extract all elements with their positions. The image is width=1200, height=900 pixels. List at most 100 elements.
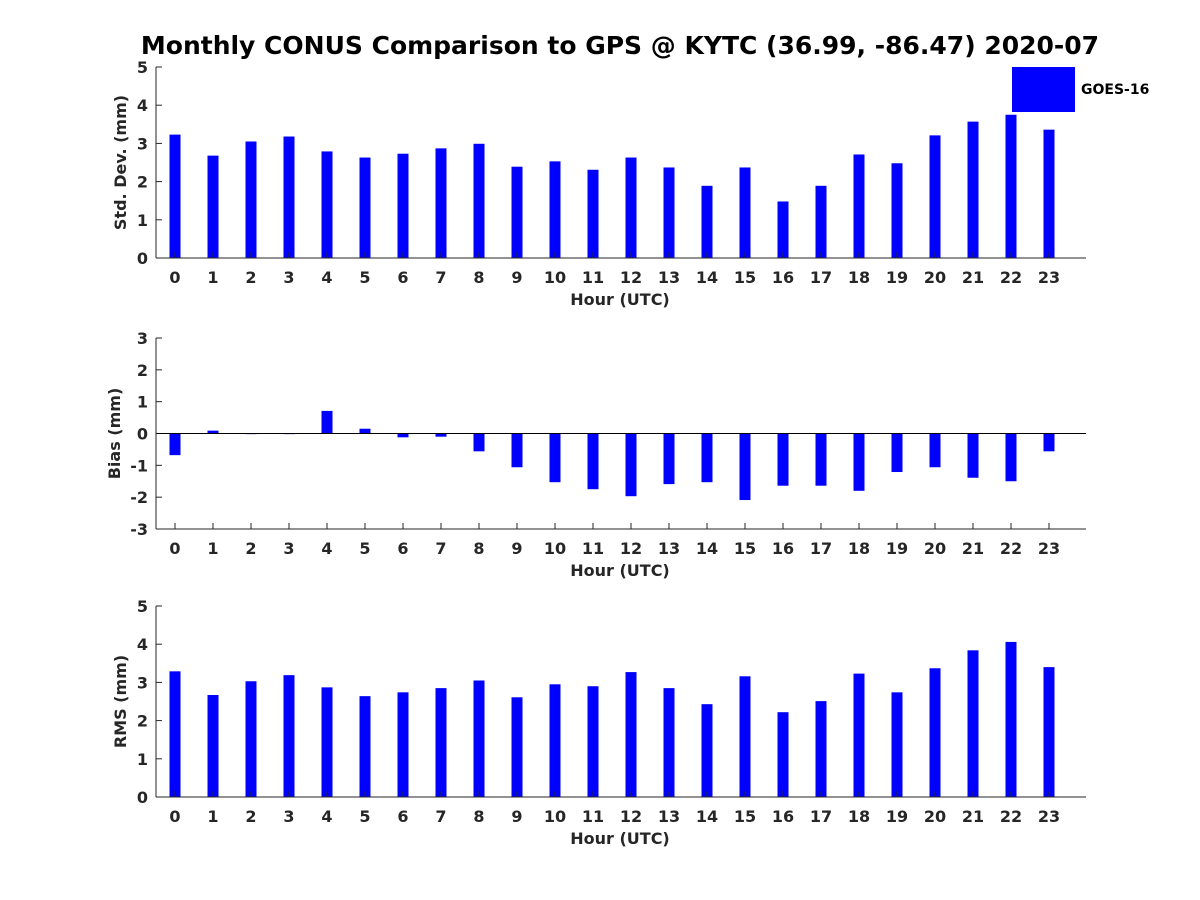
x-tick-label: 13 xyxy=(658,268,680,287)
bar xyxy=(1005,433,1017,482)
x-tick-label: 17 xyxy=(810,268,832,287)
bar xyxy=(473,433,485,452)
y-axis-label: RMS (mm) xyxy=(111,655,130,748)
y-tick-label: 3 xyxy=(137,673,148,692)
x-tick-label: 10 xyxy=(544,807,566,826)
bar xyxy=(169,134,181,258)
x-tick-label: 14 xyxy=(696,807,718,826)
x-tick-label: 3 xyxy=(283,807,294,826)
bar xyxy=(777,201,789,258)
x-tick-label: 3 xyxy=(283,539,294,558)
y-tick-label: 3 xyxy=(137,329,148,348)
y-axis-label: Bias (mm) xyxy=(105,388,124,480)
bar xyxy=(435,433,447,437)
x-tick-label: 7 xyxy=(435,268,446,287)
bar xyxy=(701,185,713,258)
bar xyxy=(929,135,941,258)
x-tick-label: 19 xyxy=(886,268,908,287)
bar xyxy=(815,185,827,258)
x-tick-label: 15 xyxy=(734,539,756,558)
x-tick-label: 17 xyxy=(810,539,832,558)
y-tick-label: 2 xyxy=(137,712,148,731)
bar xyxy=(777,433,789,486)
bar xyxy=(929,433,941,468)
y-tick-label: 0 xyxy=(137,249,148,268)
bar xyxy=(511,433,523,468)
y-tick-label: 5 xyxy=(137,597,148,616)
x-tick-label: 23 xyxy=(1038,268,1060,287)
bar xyxy=(435,148,447,258)
y-tick-label: 0 xyxy=(137,788,148,807)
bar xyxy=(587,169,599,258)
y-tick-label: 0 xyxy=(137,425,148,444)
y-tick-label: 1 xyxy=(137,211,148,230)
x-tick-label: 1 xyxy=(207,807,218,826)
x-tick-label: 23 xyxy=(1038,539,1060,558)
x-tick-label: 5 xyxy=(359,268,370,287)
y-axis-label: Std. Dev. (mm) xyxy=(111,95,130,230)
bar xyxy=(473,680,485,797)
bar xyxy=(853,673,865,797)
bar xyxy=(815,433,827,486)
x-tick-label: 7 xyxy=(435,807,446,826)
bar xyxy=(853,154,865,258)
x-tick-label: 22 xyxy=(1000,268,1022,287)
x-tick-label: 16 xyxy=(772,807,794,826)
bar xyxy=(815,701,827,797)
bar xyxy=(1005,641,1017,797)
bar xyxy=(967,650,979,797)
bar xyxy=(207,430,219,434)
x-tick-label: 14 xyxy=(696,539,718,558)
x-tick-label: 16 xyxy=(772,268,794,287)
y-tick-label: -2 xyxy=(130,488,148,507)
bar xyxy=(169,433,181,456)
bar xyxy=(321,151,333,258)
bar xyxy=(1043,433,1055,452)
y-tick-label: 4 xyxy=(137,96,148,115)
x-tick-label: 7 xyxy=(435,539,446,558)
x-tick-label: 5 xyxy=(359,539,370,558)
bar xyxy=(1043,129,1055,258)
bar xyxy=(739,676,751,797)
x-tick-label: 1 xyxy=(207,539,218,558)
x-axis-label: Hour (UTC) xyxy=(570,290,670,309)
bar xyxy=(321,410,333,434)
bar xyxy=(511,166,523,258)
bar xyxy=(511,697,523,797)
bar xyxy=(967,433,979,478)
x-tick-label: 19 xyxy=(886,539,908,558)
bar xyxy=(967,121,979,258)
bar xyxy=(169,671,181,797)
chart-title: Monthly CONUS Comparison to GPS @ KYTC (… xyxy=(141,31,1099,60)
y-tick-label: 2 xyxy=(137,173,148,192)
x-tick-label: 8 xyxy=(473,539,484,558)
x-tick-label: 18 xyxy=(848,807,870,826)
x-tick-label: 8 xyxy=(473,807,484,826)
bar xyxy=(929,668,941,797)
x-tick-label: 21 xyxy=(962,268,984,287)
bar xyxy=(891,692,903,797)
x-tick-label: 9 xyxy=(511,539,522,558)
x-tick-label: 1 xyxy=(207,268,218,287)
bar xyxy=(701,704,713,797)
x-axis-label: Hour (UTC) xyxy=(570,829,670,848)
bar xyxy=(359,428,371,434)
x-tick-label: 18 xyxy=(848,268,870,287)
x-tick-label: 10 xyxy=(544,268,566,287)
x-tick-label: 12 xyxy=(620,268,642,287)
y-tick-label: 1 xyxy=(137,393,148,412)
x-tick-label: 9 xyxy=(511,268,522,287)
bar xyxy=(1043,667,1055,797)
legend: GOES-16 xyxy=(1012,67,1149,112)
x-tick-label: 2 xyxy=(245,268,256,287)
legend-label: GOES-16 xyxy=(1081,82,1149,98)
x-tick-label: 13 xyxy=(658,539,680,558)
legend-swatch xyxy=(1012,67,1075,112)
x-tick-label: 17 xyxy=(810,807,832,826)
x-tick-label: 10 xyxy=(544,539,566,558)
bar xyxy=(245,681,257,797)
bar xyxy=(739,433,751,501)
